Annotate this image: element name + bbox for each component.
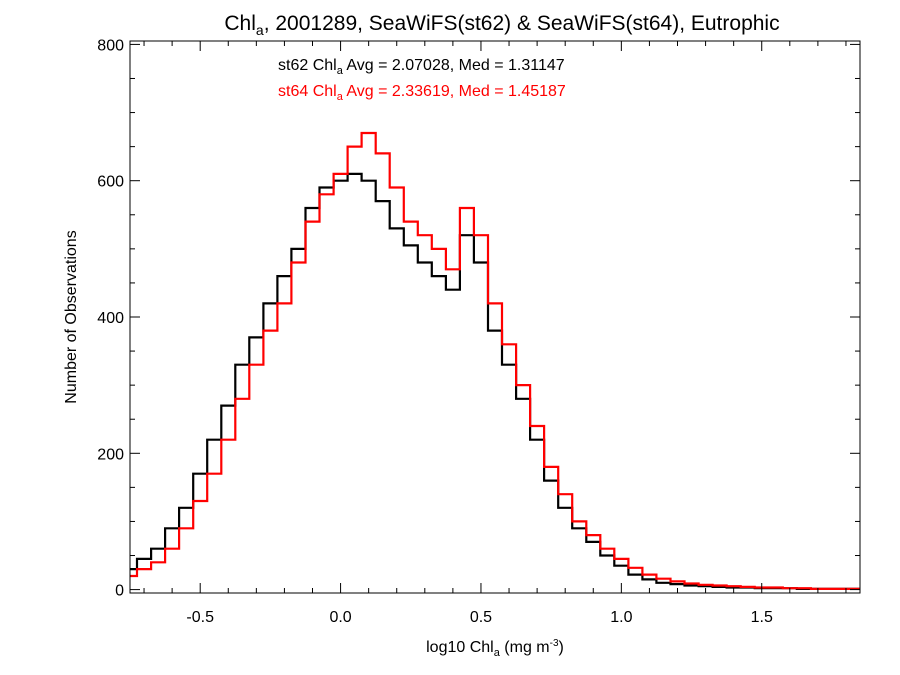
y-axis-label: Number of Observations bbox=[63, 230, 80, 403]
chart-title: Chla, 2001289, SeaWiFS(st62) & SeaWiFS(s… bbox=[224, 12, 779, 38]
x-tick-label: 1.0 bbox=[610, 609, 632, 626]
annotation-st64-sub: a bbox=[337, 91, 344, 103]
axis-layer: -0.5 0.0 0.5 1.0 1.5 0 200 400 600 800 bbox=[97, 37, 860, 626]
annotation-st62-pre: st62 Chl bbox=[278, 57, 337, 74]
annotation-st64: st64 Chla Avg = 2.33619, Med = 1.45187 bbox=[278, 83, 566, 103]
x-tick-label: -0.5 bbox=[186, 609, 214, 626]
y-tick-label: 800 bbox=[97, 37, 124, 54]
chart-title-sub: a bbox=[256, 22, 264, 38]
x-axis-label-post: ) bbox=[559, 639, 564, 656]
annotation-st64-post: Avg = 2.33619, Med = 1.45187 bbox=[343, 83, 566, 100]
y-tick-label: 200 bbox=[97, 446, 124, 463]
x-tick-label: 0.5 bbox=[470, 609, 492, 626]
x-axis-label: log10 Chla (mg m-3) bbox=[426, 638, 564, 659]
y-tick-label: 600 bbox=[97, 174, 124, 191]
annotation-st62-post: Avg = 2.07028, Med = 1.31147 bbox=[343, 57, 565, 74]
x-axis-label-sup: -3 bbox=[550, 638, 559, 649]
y-tick-label: 0 bbox=[115, 583, 124, 600]
annotation-st62: st62 Chla Avg = 2.07028, Med = 1.31147 bbox=[278, 57, 565, 77]
x-axis-label-mid: (mg m bbox=[500, 639, 550, 656]
x-axis-label-pre: log10 Chl bbox=[426, 639, 494, 656]
series-layer bbox=[130, 131, 860, 590]
y-tick-label: 400 bbox=[97, 310, 124, 327]
x-tick-label: 1.5 bbox=[751, 609, 773, 626]
x-tick-label: 0.0 bbox=[329, 609, 351, 626]
plot-frame bbox=[129, 40, 861, 594]
x-axis-label-sub: a bbox=[494, 647, 501, 659]
chart-title-pre: Chl bbox=[224, 12, 256, 35]
annotation-st64-pre: st64 Chl bbox=[278, 83, 337, 100]
chart-title-post: , 2001289, SeaWiFS(st62) & SeaWiFS(st64)… bbox=[264, 12, 780, 35]
annotation-st62-sub: a bbox=[337, 65, 344, 77]
series-line-1 bbox=[130, 131, 860, 590]
series-line-0 bbox=[130, 172, 860, 590]
